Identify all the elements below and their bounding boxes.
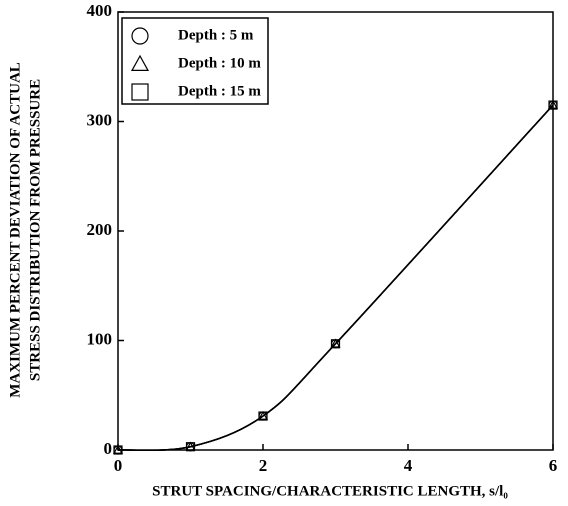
- legend-label: Depth : 15 m: [178, 83, 261, 99]
- marker-triangle: [257, 410, 269, 420]
- y-axis-label: STRESS DISTRIBUTION FROM PRESSURE: [27, 79, 43, 381]
- y-tick-label: 400: [87, 1, 113, 20]
- marker-square: [258, 411, 268, 421]
- marker-square: [548, 100, 558, 110]
- x-tick-label: 0: [114, 456, 123, 475]
- x-tick-label: 6: [549, 456, 558, 475]
- marker-square: [113, 445, 123, 455]
- y-tick-label: 100: [87, 329, 113, 348]
- legend-label: Depth : 5 m: [178, 27, 254, 43]
- y-axis-label: MAXIMUM PERCENT DEVIATION OF ACTUAL: [7, 62, 23, 398]
- x-tick-label: 2: [259, 456, 268, 475]
- legend-box: [121, 17, 269, 105]
- series-line: [117, 104, 554, 452]
- x-tick-label: 4: [404, 456, 413, 475]
- x-axis-label: STRUT SPACING/CHARACTERISTIC LENGTH, s/l…: [152, 483, 508, 499]
- series-line: [117, 104, 554, 452]
- marker-triangle: [547, 99, 559, 109]
- legend-marker: [130, 54, 150, 72]
- legend-marker: [131, 83, 149, 101]
- y-tick-label: 300: [87, 110, 113, 129]
- marker-triangle: [330, 338, 341, 348]
- marker-square: [330, 339, 341, 349]
- series-line: [117, 104, 554, 452]
- legend-label: Depth : 10 m: [178, 55, 261, 71]
- legend-marker: [131, 27, 149, 45]
- y-tick-label: 0: [104, 439, 113, 458]
- y-tick-label: 200: [87, 220, 113, 239]
- marker-square: [185, 442, 196, 452]
